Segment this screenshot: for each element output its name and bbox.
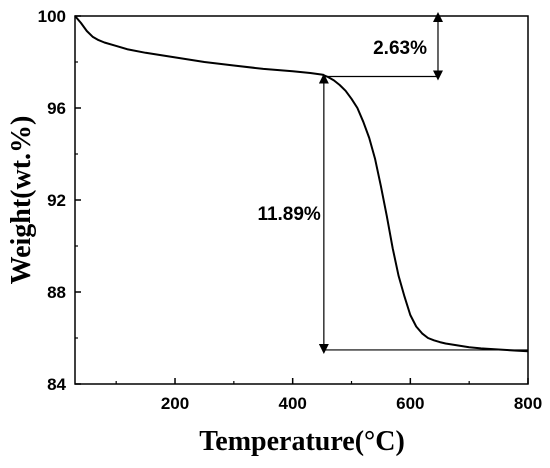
y-tick-label: 84 (47, 375, 66, 394)
y-tick-label: 88 (47, 283, 66, 302)
x-tick-label: 600 (396, 394, 424, 413)
y-tick-label: 92 (47, 191, 66, 210)
y-axis-title: Weight(wt.%) (6, 116, 37, 285)
series-layer (74, 15, 529, 353)
annotation-11-89: 11.89% (257, 204, 320, 225)
annotation-2-63: 2.63% (373, 38, 427, 59)
y-tick-label: 100 (38, 7, 66, 26)
x-tick-label: 400 (278, 394, 306, 413)
x-tick-label: 800 (514, 394, 542, 413)
y-tick-label: 96 (47, 99, 66, 118)
series-line-0 (74, 15, 529, 353)
x-tick-label: 200 (161, 394, 189, 413)
annotation-layer: 2.63% 11.89% (257, 11, 528, 354)
x-axis-title: Temperature(°C) (199, 426, 405, 457)
axis-ticks: 200 400 600 800 84 88 92 96 100 (38, 7, 543, 413)
